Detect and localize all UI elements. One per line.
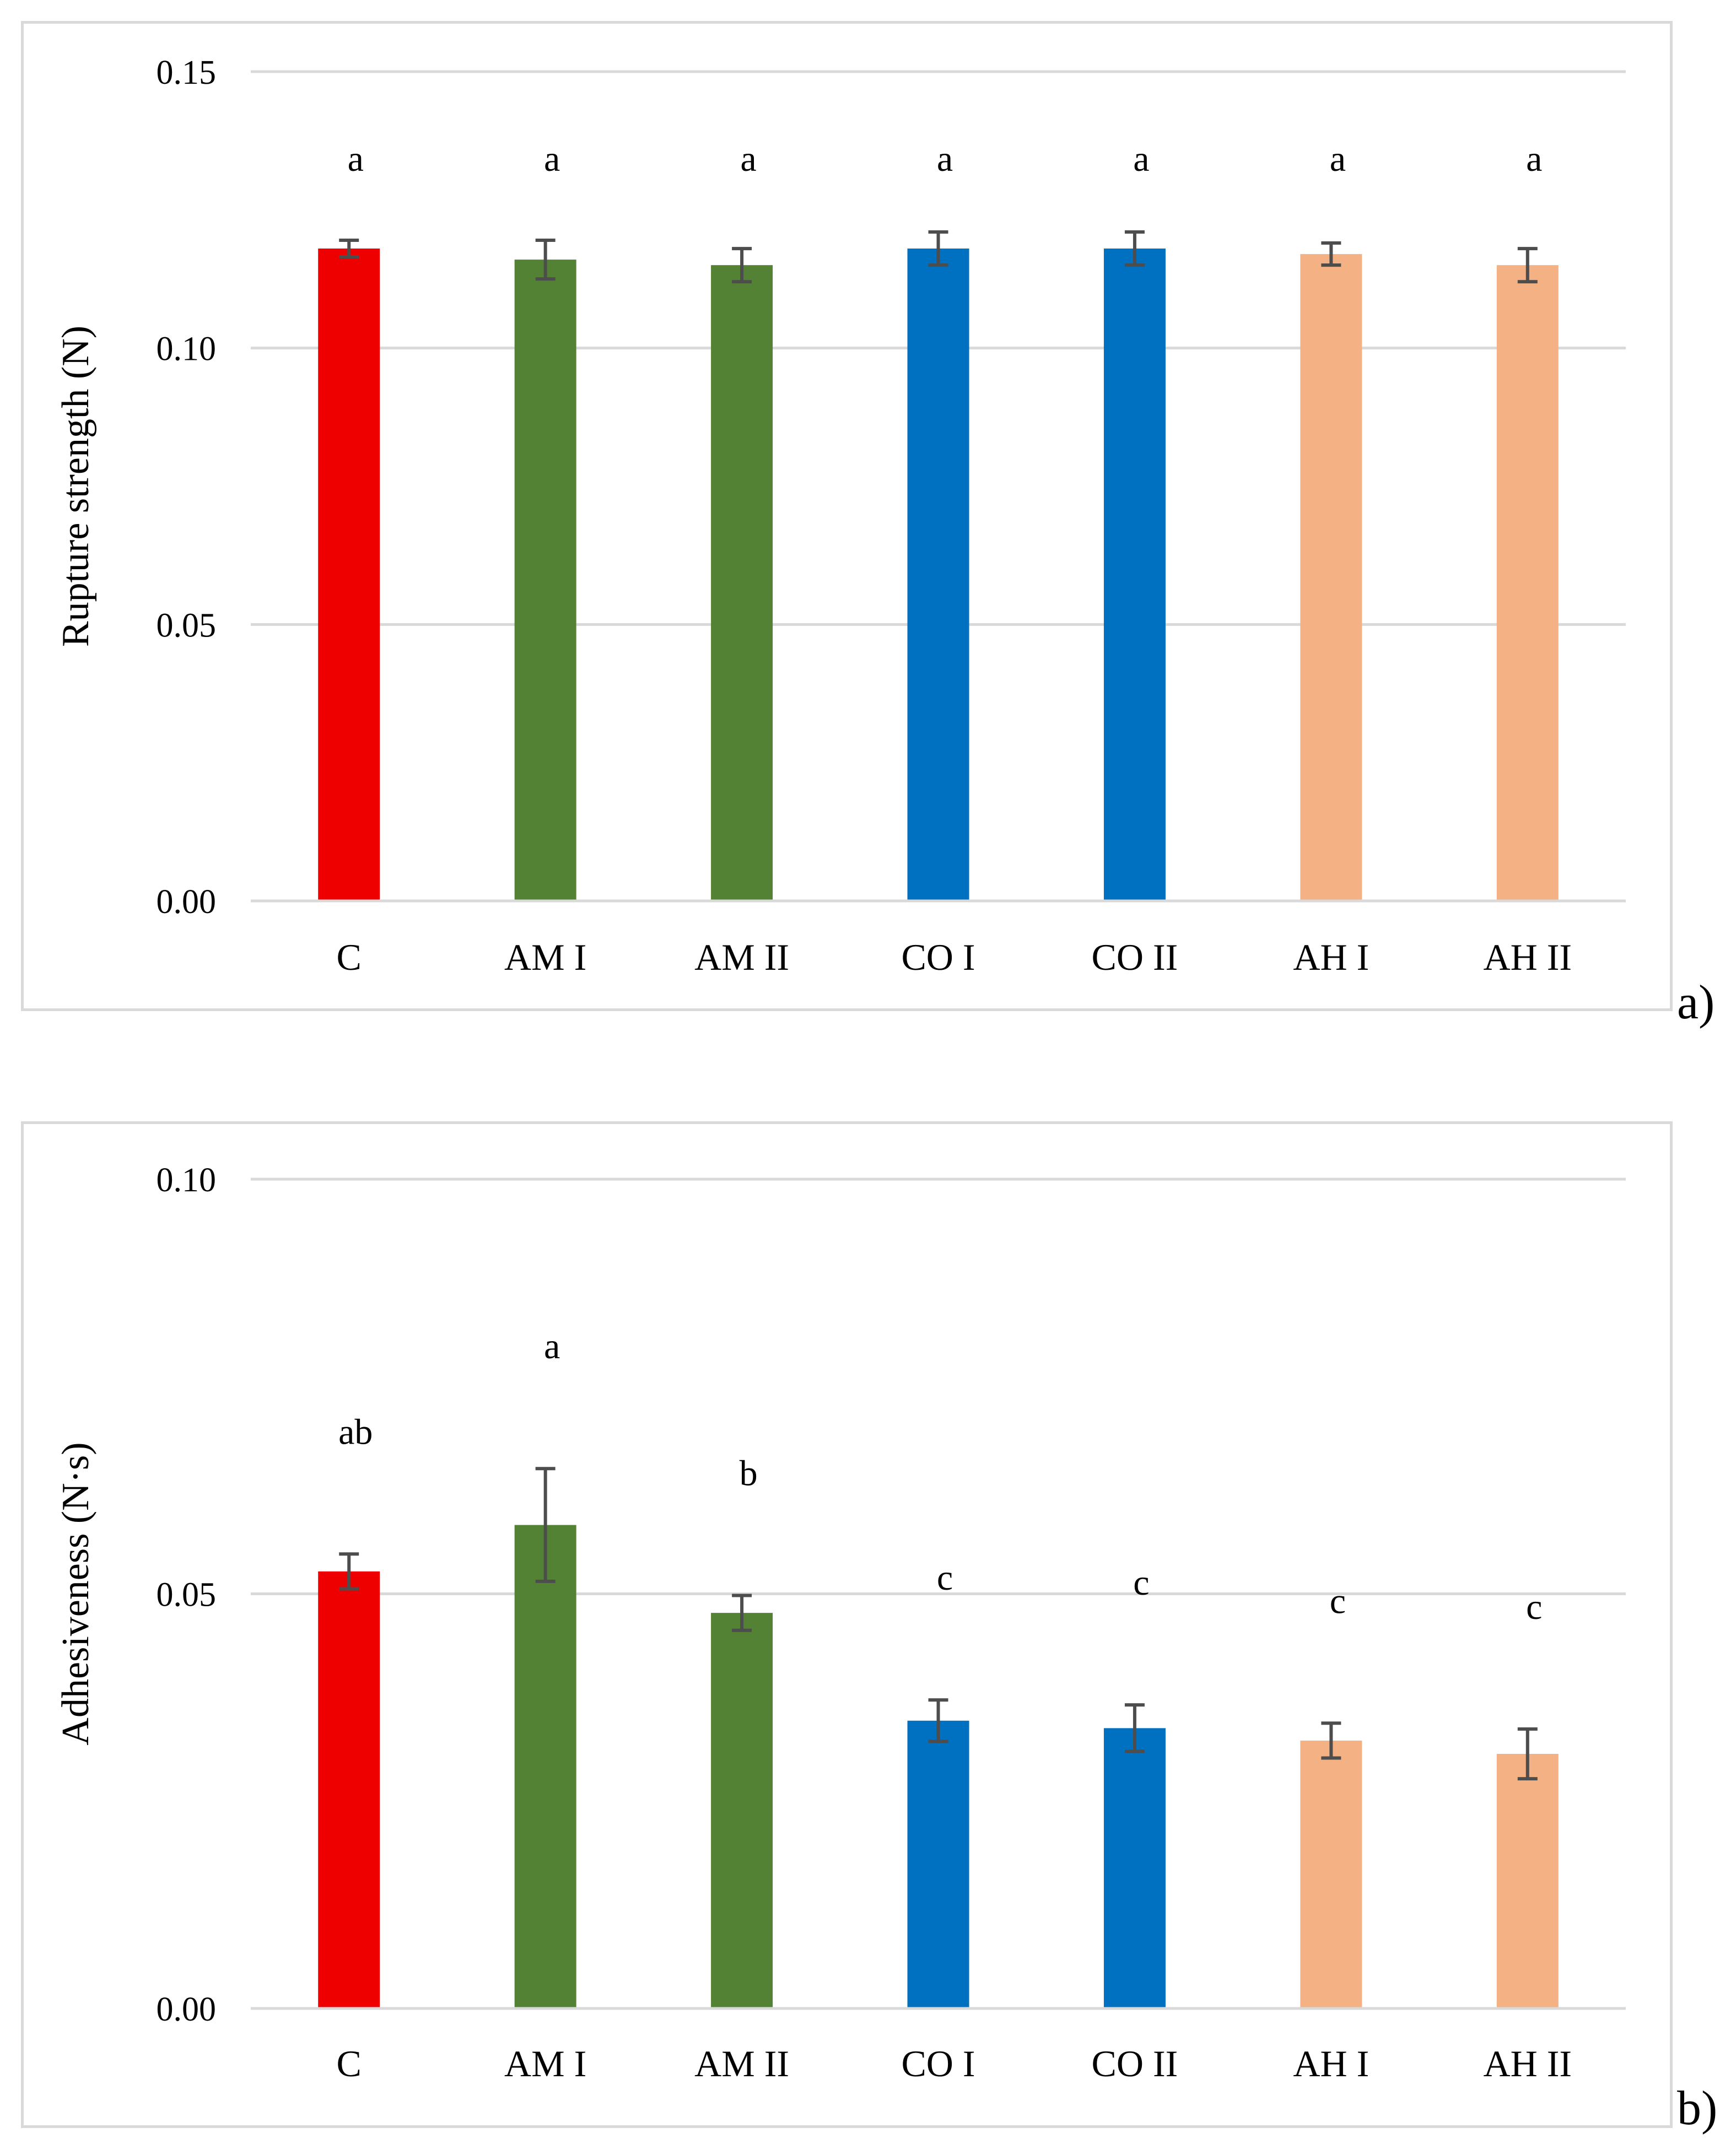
- significance-letter: c: [1526, 1587, 1542, 1627]
- bar: [1300, 1740, 1362, 2008]
- panel-label-b: b): [1677, 2082, 1718, 2135]
- x-tick-label: AH I: [1293, 936, 1369, 978]
- significance-letter: a: [740, 139, 756, 179]
- y-tick-label: 0.10: [157, 331, 217, 368]
- bar: [514, 260, 576, 901]
- x-tick-label: AM I: [504, 2043, 586, 2084]
- significance-letter: a: [544, 139, 560, 179]
- significance-letter: a: [1526, 139, 1542, 179]
- x-tick-label: CO I: [901, 2043, 975, 2084]
- y-axis-title: Rupture strength (N): [55, 326, 97, 647]
- panel-b-frame: [21, 1121, 1673, 2128]
- y-tick-label: 0.05: [157, 1576, 217, 1614]
- significance-letter: c: [937, 1558, 953, 1598]
- bar: [1300, 254, 1362, 901]
- y-tick-label: 0.15: [157, 54, 217, 91]
- bar: [907, 249, 969, 901]
- bar: [514, 1525, 576, 2008]
- x-tick-label: C: [337, 2043, 362, 2084]
- x-tick-label: AM II: [694, 936, 789, 978]
- bar: [1103, 1728, 1166, 2008]
- x-tick-label: AH II: [1484, 936, 1572, 978]
- x-tick-label: CO I: [901, 936, 975, 978]
- bar: [318, 249, 380, 901]
- panel-label-a: a): [1677, 976, 1715, 1029]
- x-tick-label: AH I: [1293, 2043, 1369, 2084]
- y-tick-label: 0.00: [157, 1991, 217, 2028]
- x-tick-label: AM I: [504, 936, 586, 978]
- bar: [1496, 265, 1559, 901]
- significance-letter: a: [937, 139, 953, 179]
- significance-letter: ab: [338, 1412, 373, 1452]
- y-tick-label: 0.00: [157, 883, 217, 921]
- bar: [907, 1720, 969, 2008]
- significance-letter: c: [1133, 1563, 1149, 1603]
- bar: [1496, 1753, 1559, 2008]
- x-tick-label: CO II: [1092, 2043, 1178, 2084]
- bar: [1103, 249, 1166, 901]
- significance-letter: a: [544, 1326, 560, 1367]
- significance-letter: a: [1133, 139, 1149, 179]
- y-tick-label: 0.05: [157, 607, 217, 644]
- significance-letter: c: [1330, 1581, 1346, 1621]
- x-tick-label: AM II: [694, 2043, 789, 2084]
- significance-letter: a: [1330, 139, 1346, 179]
- significance-letter: b: [740, 1454, 758, 1494]
- x-tick-label: AH II: [1484, 2043, 1572, 2084]
- bar: [318, 1571, 380, 2008]
- x-tick-label: CO II: [1092, 936, 1178, 978]
- significance-letter: a: [348, 139, 364, 179]
- bar: [711, 1613, 773, 2008]
- y-tick-label: 0.10: [157, 1162, 217, 1199]
- bar: [711, 265, 773, 901]
- panel-a-frame: [21, 21, 1673, 1011]
- x-tick-label: C: [337, 936, 362, 978]
- y-axis-title: Adhesiveness (N·s): [55, 1442, 97, 1745]
